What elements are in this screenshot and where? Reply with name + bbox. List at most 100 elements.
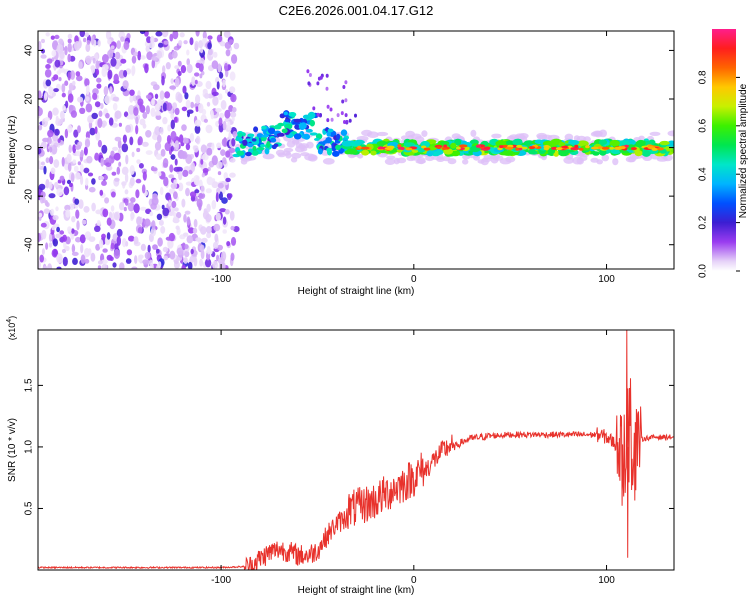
heatmap-cell (146, 36, 152, 44)
heatmap-cell (170, 112, 175, 120)
heatmap-cell (107, 49, 114, 59)
heatmap-cell (348, 118, 352, 123)
heatmap-cell (322, 158, 335, 165)
heatmap-cell (189, 191, 197, 198)
heatmap-cell (276, 133, 285, 137)
heatmap-cell (177, 182, 184, 192)
heatmap-cell (638, 135, 645, 141)
colorbar: 0.0 0.2 0.4 0.6 0.8 Normalized spectral ampl… (698, 29, 749, 278)
heatmap-cell (113, 152, 121, 161)
heatmap-cell (225, 89, 229, 94)
heatmap-cell (164, 142, 171, 152)
heatmap-cell (318, 113, 322, 118)
heatmap-cell (441, 147, 447, 150)
heatmap-cell (121, 181, 127, 187)
heatmap-cell (110, 242, 115, 250)
heatmap-cell (173, 166, 180, 172)
heatmap-cell (123, 111, 129, 118)
heatmap-cell (194, 189, 200, 194)
heatmap-cell (205, 80, 212, 90)
heatmap-cell (219, 72, 224, 79)
heatmap-cell (233, 42, 240, 50)
heatmap-cell (322, 140, 329, 144)
heatmap-cell (158, 42, 164, 48)
x-tick-label: 100 (598, 575, 615, 586)
heatmap-cell (38, 212, 43, 218)
heatmap-cell (48, 193, 56, 199)
heatmap-cell (585, 145, 590, 149)
heatmap-cell (118, 161, 122, 167)
heatmap-cell (94, 126, 98, 134)
heatmap-cell (38, 124, 43, 131)
heatmap-cell (77, 96, 84, 103)
heatmap-cell (84, 258, 90, 264)
heatmap-cell (51, 50, 57, 57)
heatmap-cell (237, 137, 243, 142)
heatmap-cell (74, 198, 80, 205)
heatmap-cell (162, 116, 168, 125)
heatmap-cell (127, 202, 135, 212)
heatmap-cell (203, 118, 208, 123)
heatmap-cell (187, 227, 195, 234)
heatmap-cell (230, 93, 237, 103)
heatmap-cell (206, 101, 211, 107)
heatmap-cell (198, 103, 204, 114)
heatmap-cell (40, 191, 46, 198)
heatmap-cell (194, 79, 198, 85)
heatmap-cell (210, 109, 214, 120)
heatmap-cell (421, 130, 428, 138)
heatmap-cell (215, 212, 221, 221)
heatmap-cell (82, 37, 87, 43)
heatmap-cell (406, 155, 416, 162)
y-tick-label: 20 (24, 93, 35, 105)
heatmap-cell (515, 147, 520, 151)
heatmap-cell (176, 247, 184, 256)
heatmap-cell (162, 102, 167, 112)
heatmap-cell (76, 75, 83, 82)
heatmap-cell (178, 171, 183, 181)
heatmap-cell (169, 164, 174, 173)
heatmap-cell (228, 147, 236, 154)
heatmap-cell (218, 117, 223, 126)
heatmap-cell (185, 99, 191, 109)
heatmap-cell (230, 111, 237, 118)
heatmap-cell (326, 104, 330, 109)
heatmap-cell (114, 110, 122, 119)
heatmap-cell (137, 50, 142, 61)
heatmap-cell (103, 86, 109, 96)
heatmap-cell (56, 188, 64, 197)
snr-y-ticks: 0.5 1.0 1.5 (24, 378, 674, 515)
heatmap-cell (101, 180, 107, 186)
snr-x-label: Height of straight line (km) (298, 585, 415, 596)
x-tick-label: -100 (211, 274, 231, 285)
heatmap-cell (222, 262, 226, 269)
heatmap-cell (51, 225, 56, 231)
heatmap-cell (40, 54, 47, 59)
heatmap-cell (275, 149, 285, 156)
heatmap-cell (145, 150, 153, 156)
heatmap-cell (73, 165, 79, 173)
heatmap-cell (121, 143, 129, 153)
heatmap-cell (223, 172, 228, 180)
heatmap-cell (70, 110, 77, 118)
heatmap-cell (91, 202, 96, 212)
heatmap-cell (139, 118, 146, 126)
heatmap-cell (85, 96, 90, 102)
heatmap-cell (116, 40, 121, 49)
heatmap-cell (168, 174, 174, 179)
heatmap-cell (193, 178, 199, 186)
heatmap-cell (346, 148, 358, 155)
heatmap-cell (192, 227, 198, 234)
heatmap-cell (335, 144, 342, 150)
heatmap-cell (206, 176, 214, 186)
heatmap-cell (170, 78, 174, 84)
heatmap-cell (599, 149, 607, 156)
heatmap-cell (74, 41, 81, 51)
heatmap-cell (185, 137, 189, 144)
heatmap-cell (212, 96, 219, 106)
heatmap-cell (80, 244, 84, 254)
heatmap-cell (226, 241, 231, 247)
heatmap-cells (38, 31, 674, 269)
heatmap-cell (97, 265, 102, 269)
heatmap-cell (200, 226, 207, 235)
